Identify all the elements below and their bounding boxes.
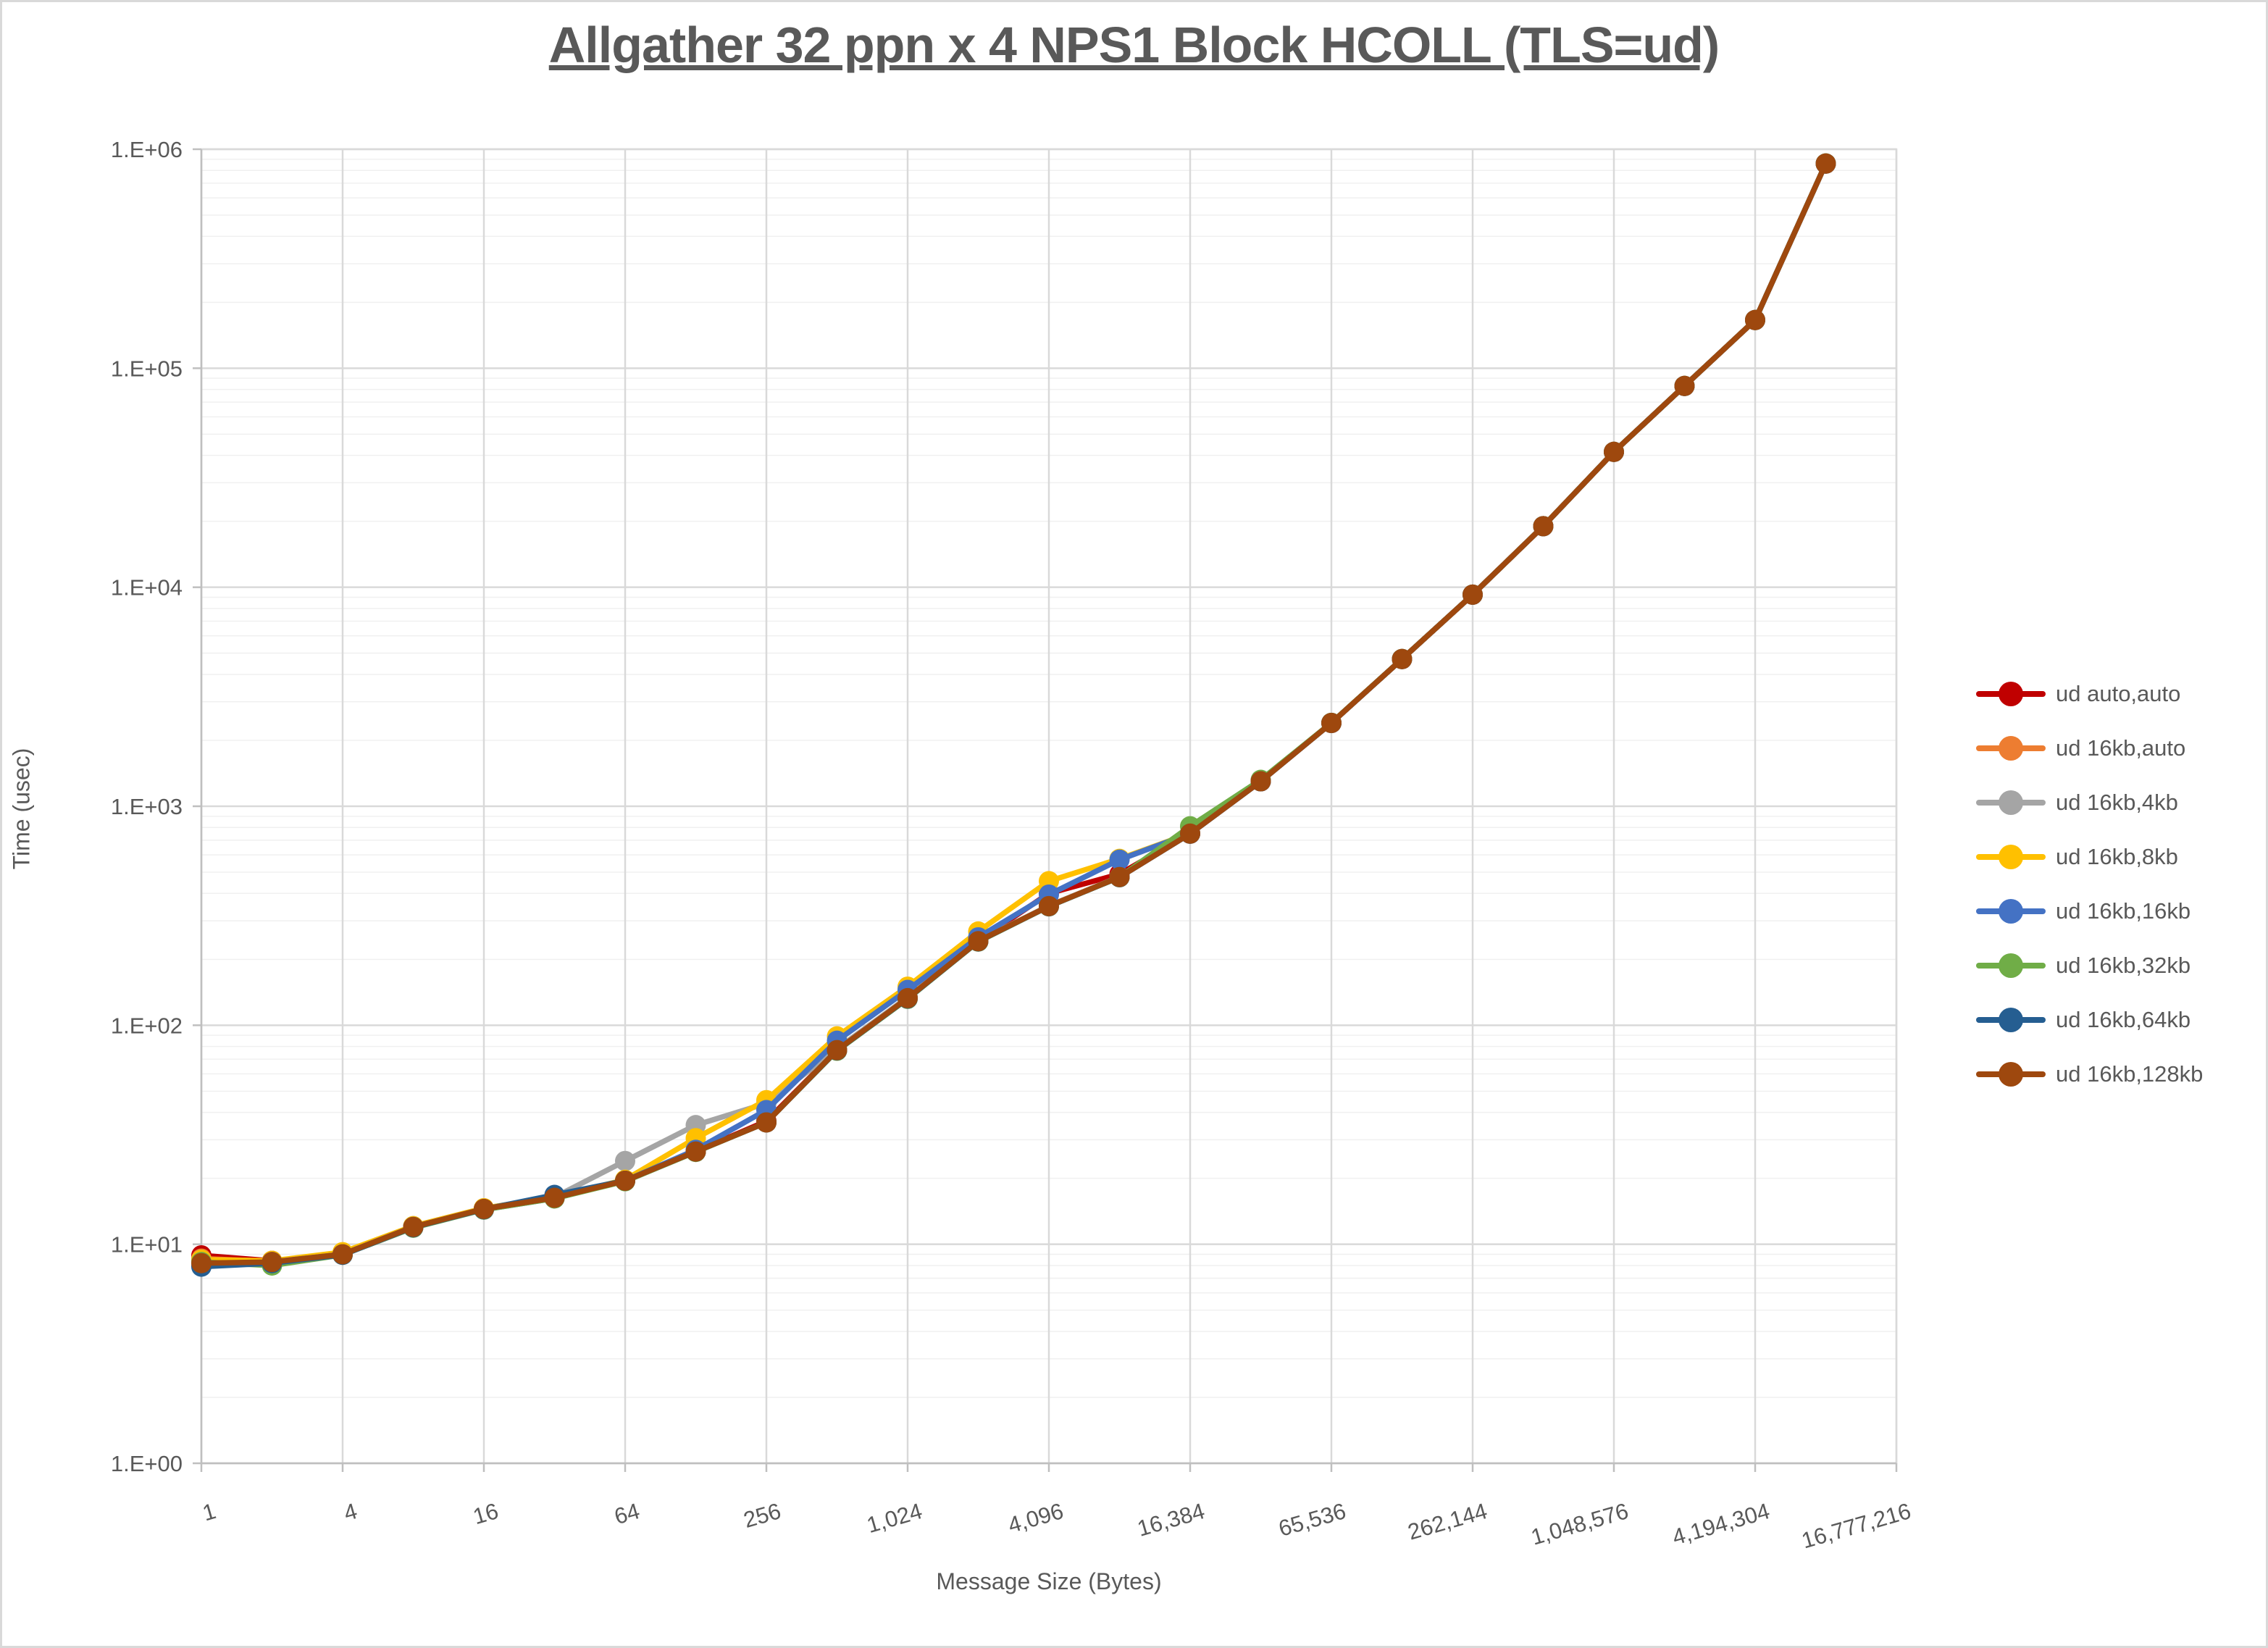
legend-line-marker-icon [1976, 953, 2046, 978]
x-tick-label: 16,777,216 [1799, 1498, 1914, 1553]
legend-label: ud 16kb,auto [2056, 735, 2186, 761]
legend-dot-icon [1999, 953, 2023, 978]
data-point [1604, 441, 1624, 462]
data-point [756, 1112, 777, 1133]
y-axis-title: Time (usec) [8, 748, 35, 870]
data-point [1815, 153, 1836, 174]
legend-label: ud 16kb,128kb [2056, 1061, 2204, 1087]
legend-item: ud auto,auto [1976, 666, 2203, 721]
data-point [1321, 713, 1342, 734]
legend-label: ud 16kb,4kb [2056, 789, 2178, 815]
legend-line-marker-icon [1976, 898, 2046, 924]
legend-label: ud 16kb,64kb [2056, 1006, 2191, 1032]
legend-dot-icon [1999, 735, 2023, 761]
y-tick-label: 1.E+04 [111, 575, 183, 601]
data-point [403, 1216, 424, 1237]
legend-line-marker-icon [1976, 1061, 2046, 1087]
chart-title: Allgather 32 ppn x 4 NPS1 Block HCOLL (T… [548, 17, 1720, 73]
data-point [897, 987, 918, 1008]
data-point [544, 1187, 565, 1208]
data-point [1745, 309, 1765, 330]
data-point [827, 1040, 848, 1061]
x-tick-label: 64 [611, 1498, 643, 1529]
data-point [1463, 584, 1483, 605]
legend-item: ud 16kb,auto [1976, 721, 2203, 775]
data-point [1533, 516, 1554, 537]
data-point [685, 1141, 706, 1162]
x-tick-label: 4 [341, 1498, 360, 1526]
x-tick-label: 4,194,304 [1670, 1498, 1773, 1550]
legend-dot-icon [1999, 790, 2023, 815]
x-tick-label: 256 [741, 1498, 784, 1533]
legend-item: ud 16kb,128kb [1976, 1047, 2203, 1101]
series-line-ud-16kb-128kb [198, 161, 1829, 1266]
legend-line-marker-icon [1976, 1007, 2046, 1032]
legend-item: ud 16kb,64kb [1976, 992, 2203, 1047]
data-point [1109, 849, 1130, 870]
data-point [1180, 823, 1200, 844]
y-tick-label: 1.E+00 [111, 1451, 183, 1476]
x-tick-label: 16 [470, 1498, 501, 1529]
legend-line-marker-icon [1976, 790, 2046, 815]
x-tick-label: 262,144 [1405, 1498, 1490, 1545]
legend-item: ud 16kb,32kb [1976, 938, 2203, 992]
legend-label: ud 16kb,8kb [2056, 843, 2178, 869]
x-tick-label: 4,096 [1005, 1498, 1066, 1538]
data-point [1250, 771, 1271, 792]
legend-dot-icon [1999, 1007, 2023, 1032]
x-tick-label: 1 [200, 1498, 219, 1526]
legend-label: ud 16kb,32kb [2056, 952, 2191, 978]
legend-dot-icon [1999, 844, 2023, 869]
legend-item: ud 16kb,8kb [1976, 829, 2203, 884]
data-point [1109, 866, 1130, 887]
legend-item: ud 16kb,16kb [1976, 884, 2203, 938]
data-point [474, 1198, 494, 1219]
legend-dot-icon [1999, 681, 2023, 706]
data-point [1674, 375, 1695, 396]
y-tick-label: 1.E+02 [111, 1013, 183, 1038]
legend-item: ud 16kb,4kb [1976, 775, 2203, 829]
data-point [332, 1244, 353, 1265]
y-tick-label: 1.E+01 [111, 1232, 183, 1258]
y-tick-label: 1.E+03 [111, 794, 183, 819]
data-point [1039, 895, 1059, 916]
legend-line-marker-icon [1976, 681, 2046, 706]
data-point [261, 1252, 283, 1273]
data-point [615, 1170, 635, 1191]
x-tick-label: 1,024 [864, 1498, 925, 1538]
y-tick-label: 1.E+06 [111, 137, 183, 162]
data-point [968, 931, 989, 952]
data-point [615, 1150, 635, 1171]
legend-label: ud 16kb,16kb [2056, 898, 2191, 924]
x-tick-label: 65,536 [1276, 1498, 1349, 1542]
data-point [1392, 648, 1413, 669]
legend-line-marker-icon [1976, 735, 2046, 761]
x-axis-title: Message Size (Bytes) [936, 1568, 1162, 1594]
chart-legend: ud auto,auto ud 16kb,auto ud 16kb,4kb ud 16… [1976, 666, 2203, 1101]
x-tick-label: 1,048,576 [1528, 1498, 1631, 1550]
legend-line-marker-icon [1976, 844, 2046, 869]
y-tick-label: 1.E+05 [111, 356, 183, 381]
legend-dot-icon [1999, 1061, 2023, 1087]
legend-label: ud auto,auto [2056, 680, 2181, 706]
data-point [191, 1252, 212, 1273]
legend-dot-icon [1999, 898, 2023, 924]
x-tick-label: 16,384 [1134, 1498, 1208, 1542]
